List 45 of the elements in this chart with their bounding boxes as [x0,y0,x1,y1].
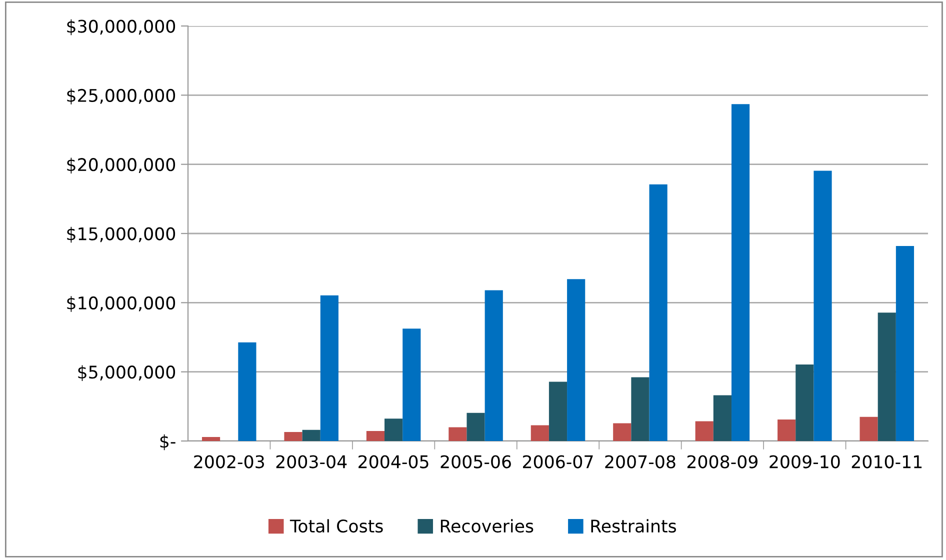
bar [778,420,796,441]
bar [631,377,650,441]
x-tick-label: 2008-09 [687,455,758,468]
x-tick-label: 2003-04 [276,455,347,468]
bar [302,430,320,441]
bar [649,184,668,441]
bar [713,395,732,441]
bar [896,246,914,441]
x-tick-label: 2005-06 [440,455,511,468]
bar [695,421,714,441]
x-tick-label: 2009-10 [770,455,840,468]
bar [466,412,485,441]
x-tick-label: 2006-07 [523,455,593,468]
y-tick-label: $- [160,434,176,450]
x-tick-label: 2007-08 [605,455,676,468]
legend-label: Recoveries [440,519,534,533]
bar [796,364,814,441]
y-tick-label: $15,000,000 [67,226,176,243]
bar [731,104,750,441]
y-tick-label: $10,000,000 [67,296,176,312]
bar [548,382,568,441]
bar [878,312,896,441]
bar [238,342,256,441]
bar [320,295,338,441]
bar [530,425,549,441]
y-tick-label: $5,000,000 [78,365,176,381]
bar [860,416,878,441]
bar [567,279,586,441]
bar [402,328,421,441]
y-tick-label: $30,000,000 [67,19,176,36]
bar [284,432,302,441]
x-tick-label: 2002-03 [194,455,264,468]
bar [484,290,503,441]
y-tick-label: $25,000,000 [67,88,176,104]
x-tick-label: 2004-05 [358,455,428,468]
bar [384,418,403,441]
x-tick-label: 2010-11 [852,455,922,468]
bar [814,170,832,441]
bar [202,436,220,441]
y-tick-label: $20,000,000 [67,158,176,174]
legend-label: Restraints [591,519,676,533]
bar [613,423,632,441]
bar [448,427,467,441]
bar [366,431,385,441]
legend-label: Total Costs [290,519,383,533]
